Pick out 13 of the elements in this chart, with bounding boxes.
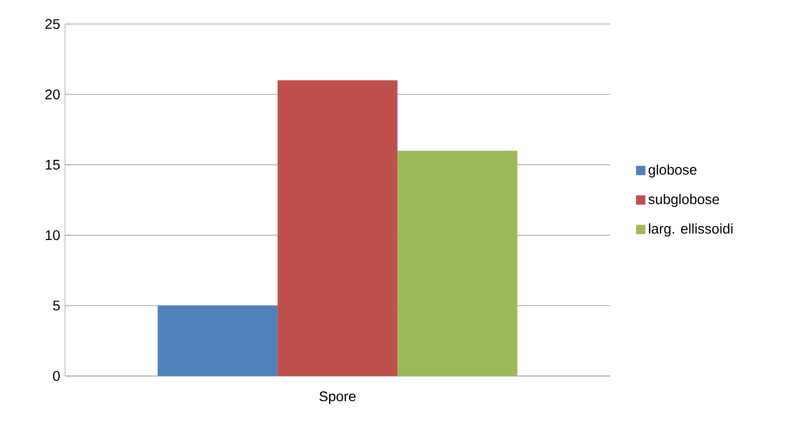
y-tick-label: 15 xyxy=(46,160,60,170)
bar xyxy=(397,150,518,376)
legend-label: globose xyxy=(648,164,696,178)
bar xyxy=(278,80,398,376)
y-tick-label: 10 xyxy=(46,230,60,240)
y-tick-label: 0 xyxy=(53,371,60,381)
legend-label: larg. ellissoidi xyxy=(649,223,732,236)
y-tick-label: 25 xyxy=(45,19,60,29)
x-tick-label: Spore xyxy=(319,391,356,404)
bar xyxy=(158,306,278,376)
y-tick-label: 20 xyxy=(45,89,60,100)
y-tick-label: 5 xyxy=(53,300,60,310)
legend-label: subglobose xyxy=(648,194,720,207)
